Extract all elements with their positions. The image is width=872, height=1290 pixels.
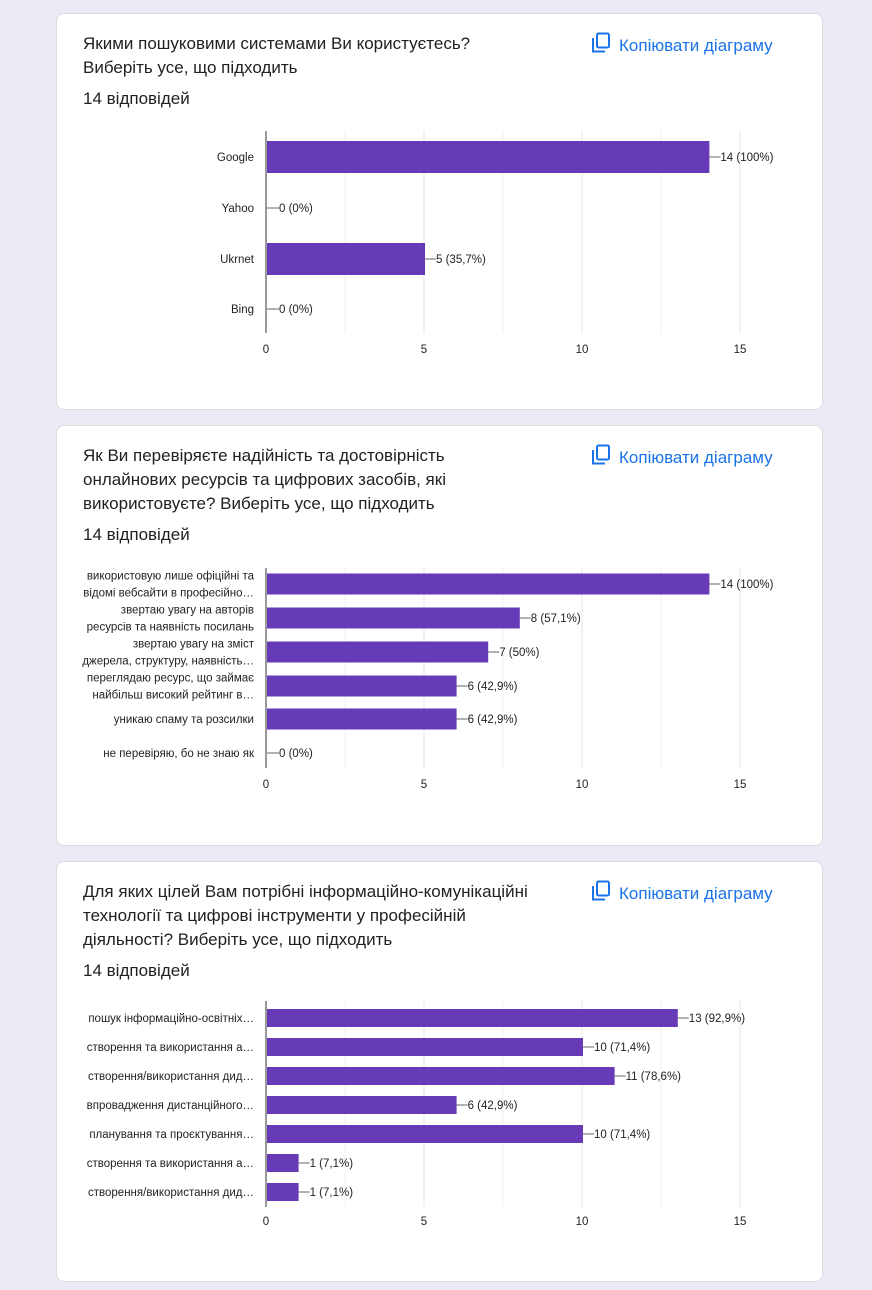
category-label: створення/використання дид… [88,1071,254,1083]
copy-chart-button[interactable]: Копіювати діаграму [591,32,773,59]
category-label: створення та використання а… [87,1158,254,1170]
x-tick-label: 0 [263,344,269,356]
bar [267,641,489,663]
bar-chart: 0 5 10 15 14 (100%) Google 0 (0%) Yahoo 5 (35,7%… [217,131,774,356]
response-count: 14 відповідей [83,89,190,108]
category-label: не перевіряю, бо не знаю як [103,748,255,760]
bar [267,1009,678,1027]
data-label: 10 (71,4%) [594,1042,650,1054]
category-label: планування та проєктування… [89,1129,254,1141]
bar [267,675,457,697]
data-label: 0 (0%) [279,203,313,215]
data-label: 6 (42,9%) [468,714,518,726]
response-count: 14 відповідей [83,961,190,980]
data-label: 10 (71,4%) [594,1129,650,1141]
bar-chart: 0 5 10 15 13 (92,9%) пошук інформаційно-освіт… [87,1001,747,1228]
data-label: 14 (100%) [720,152,773,164]
data-label: 1 (7,1%) [310,1158,354,1170]
data-label: 0 (0%) [279,304,313,316]
data-label: 0 (0%) [279,748,313,760]
copy-chart-label: Копіювати діаграму [619,35,773,55]
bar [267,1096,457,1114]
x-tick-label: 0 [263,1216,269,1228]
category-label: звертаю увагу на авторів [121,605,254,617]
category-label: створення/використання дид… [88,1187,254,1199]
category-label: впровадження дистанційного… [87,1100,254,1112]
x-tick-label: 5 [421,1216,427,1228]
bar [267,1183,299,1201]
x-tick-label: 10 [576,344,589,356]
bar-chart: 0 5 10 15 14 (100%) використовую лише офіційн… [82,568,774,791]
x-tick-label: 15 [734,1216,747,1228]
category-label: Yahoo [222,203,254,215]
bar [267,1038,583,1056]
x-tick-label: 15 [734,344,747,356]
x-tick-label: 10 [576,779,589,791]
copy-icon [591,32,611,59]
category-label: ресурсів та наявність посилань [87,622,254,634]
copy-chart-label: Копіювати діаграму [619,447,773,467]
x-tick-label: 5 [421,779,427,791]
bar [267,1067,615,1085]
x-tick-label: 5 [421,344,427,356]
copy-chart-label: Копіювати діаграму [619,883,773,903]
question-title: Як Ви перевіряєте надійність та достовір… [83,446,446,513]
data-label: 14 (100%) [720,579,773,591]
question-title: Якими пошуковими системами Ви користуєте… [83,34,471,77]
category-label: звертаю увагу на зміст [133,639,255,651]
copy-icon [591,444,611,471]
category-label: пошук інформаційно-освітніх… [88,1013,254,1025]
copy-icon [591,880,611,907]
question-card-1: Якими пошуковими системами Ви користуєте… [56,13,823,410]
data-label: 7 (50%) [499,647,539,659]
category-label: створення та використання а… [87,1042,254,1054]
category-label: уникаю спаму та розсилки [114,714,254,726]
question-card-2: Як Ви перевіряєте надійність та достовір… [56,425,823,846]
copy-chart-button[interactable]: Копіювати діаграму [591,444,773,471]
bar [267,573,710,595]
response-count: 14 відповідей [83,525,190,544]
category-label: переглядаю ресурс, що займає [87,673,254,685]
category-label: Google [217,152,254,164]
bar [267,708,457,730]
data-label: 6 (42,9%) [468,681,518,693]
data-label: 13 (92,9%) [689,1013,745,1025]
bar [267,243,425,275]
bar [267,141,710,173]
data-label: 11 (78,6%) [626,1071,682,1083]
x-tick-label: 10 [576,1216,589,1228]
data-label: 1 (7,1%) [310,1187,354,1199]
category-label: Ukrnet [220,254,255,266]
bar [267,1125,583,1143]
data-label: 8 (57,1%) [531,613,581,625]
x-tick-label: 15 [734,779,747,791]
category-label: джерела, структуру, наявність… [82,656,254,668]
question-title: Для яких цілей Вам потрібні інформаційно… [83,882,528,949]
bar [267,1154,299,1172]
category-label: відомі вебсайти в професійно… [83,588,254,600]
data-label: 5 (35,7%) [436,254,486,266]
bar [267,607,520,629]
question-card-3: Для яких цілей Вам потрібні інформаційно… [56,861,823,1282]
category-label: Bing [231,304,254,316]
copy-chart-button[interactable]: Копіювати діаграму [591,880,773,907]
x-tick-label: 0 [263,779,269,791]
category-label: найбільш високий рейтинг в… [92,690,254,702]
category-label: використовую лише офіційні та [87,571,255,583]
data-label: 6 (42,9%) [468,1100,518,1112]
